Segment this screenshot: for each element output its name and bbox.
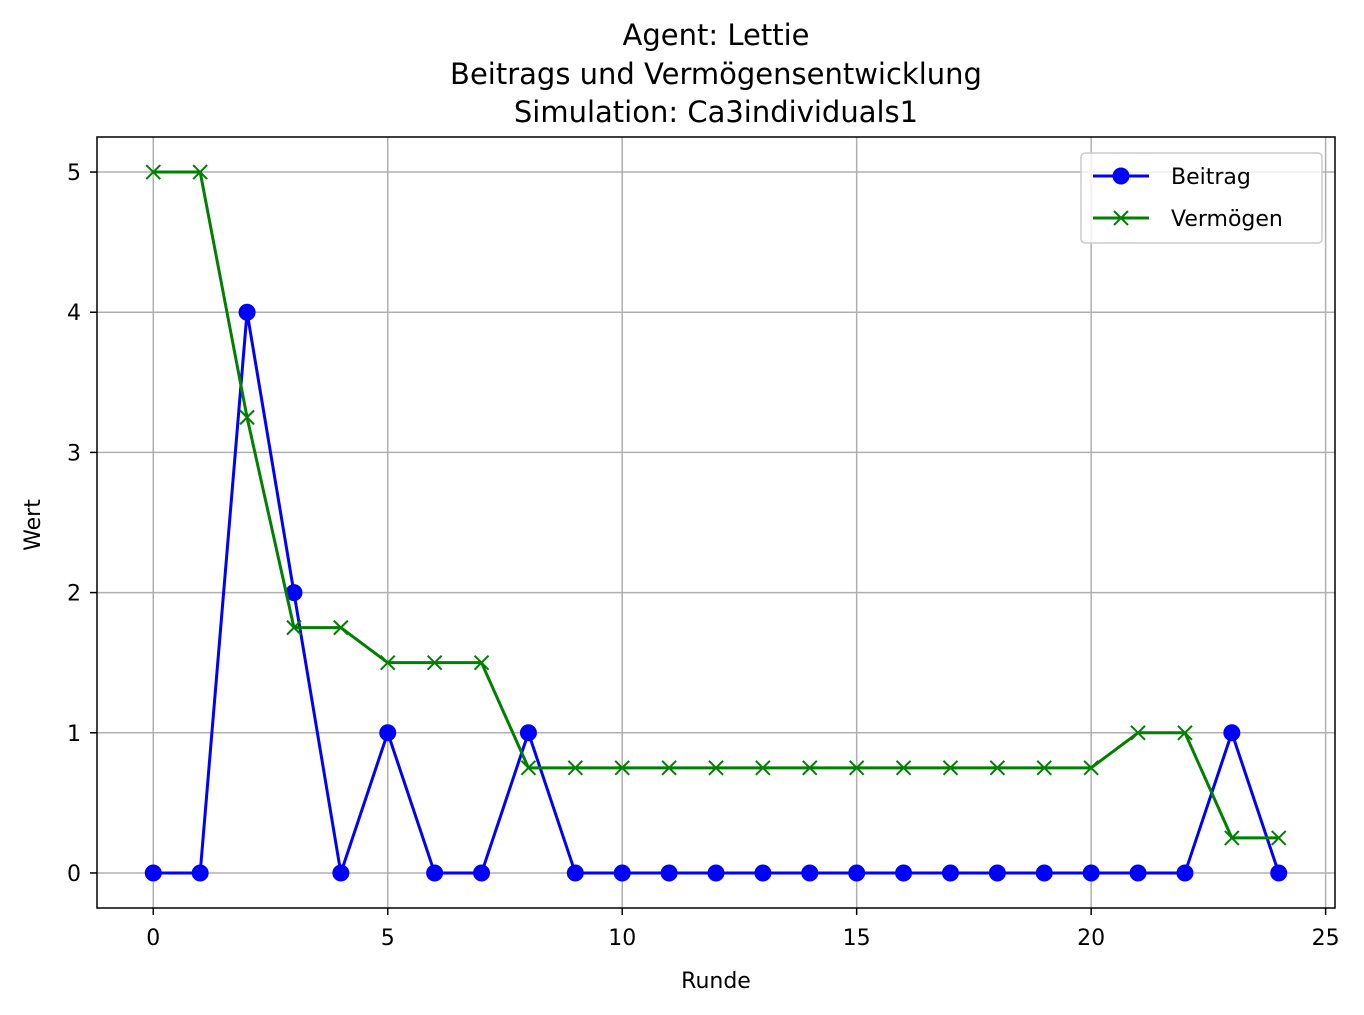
y-tick-label: 3 <box>67 441 81 466</box>
y-tick-label: 2 <box>67 582 81 607</box>
vermoegen-point <box>192 164 208 180</box>
beitrag-point <box>473 864 491 882</box>
beitrag-point <box>754 864 772 882</box>
vermoegen-point <box>286 619 302 636</box>
x-tick-label: 15 <box>843 926 871 951</box>
vermoegen-point <box>614 760 630 776</box>
beitrag-point <box>660 864 678 882</box>
vermoegen-point <box>380 654 396 671</box>
vermoegen-point <box>520 760 537 776</box>
y-tick-label: 0 <box>67 862 81 887</box>
x-axis-label: Runde <box>681 969 751 994</box>
beitrag-point <box>379 724 397 742</box>
plot-series <box>144 164 1288 882</box>
vermoegen-point <box>708 760 724 776</box>
chart-title-line-1: Agent: Lettie <box>623 18 810 52</box>
vermoegen-point <box>802 760 818 776</box>
beitrag-point <box>988 864 1006 882</box>
x-tick-label: 20 <box>1077 926 1105 951</box>
legend: Beitrag Vermögen <box>1080 152 1323 244</box>
beitrag-point <box>1082 864 1100 882</box>
vermoegen-point <box>1177 725 1193 741</box>
vermoegen-series <box>145 164 1287 846</box>
x-tick-label: 25 <box>1312 926 1340 951</box>
vermoegen-point <box>1036 760 1052 776</box>
vermoegen-point <box>333 619 349 636</box>
beitrag-point <box>426 864 444 882</box>
vermoegen-point <box>1083 760 1099 776</box>
y-tick-label: 5 <box>67 161 81 186</box>
x-tick-label: 5 <box>381 926 395 951</box>
vermoegen-point <box>755 760 771 776</box>
beitrag-point <box>1270 864 1288 882</box>
legend-vermoegen-point <box>1113 210 1129 226</box>
vermoegen-point <box>1271 830 1287 846</box>
grid-lines <box>97 137 1335 908</box>
beitrag-point <box>707 864 725 882</box>
plot-frame <box>96 136 1336 909</box>
vermoegen-point <box>1130 725 1146 741</box>
vermoegen-point <box>567 760 584 776</box>
vermoegen-point <box>848 760 865 776</box>
beitrag-point <box>144 864 162 882</box>
x-tick-label: 0 <box>146 926 160 951</box>
beitrag-point <box>519 724 537 742</box>
beitrag-point <box>1035 864 1053 882</box>
beitrag-point <box>1129 864 1147 882</box>
vermoegen-point <box>239 409 255 426</box>
legend-beitrag-label: Beitrag <box>1171 165 1251 190</box>
vermoegen-point <box>426 654 443 671</box>
vermoegen-point <box>895 760 912 776</box>
axis-ticks: 0 5 10 15 20 25 0 1 2 3 4 5 <box>67 161 1340 951</box>
y-tick-label: 1 <box>67 722 81 747</box>
beitrag-series <box>144 303 1288 882</box>
vermoegen-point <box>989 760 1006 776</box>
x-tick-label: 10 <box>608 926 636 951</box>
vermoegen-point <box>145 164 161 180</box>
legend-beitrag-point <box>1112 167 1130 185</box>
chart-title-line-3: Simulation: Ca3individuals1 <box>514 95 918 129</box>
beitrag-point <box>566 864 584 882</box>
beitrag-point <box>191 864 209 882</box>
beitrag-point <box>613 864 631 882</box>
vermoegen-point <box>1224 830 1240 846</box>
vermoegen-point <box>661 760 677 776</box>
y-axis-label: Wert <box>21 499 46 551</box>
vermoegen-point <box>942 760 959 776</box>
beitrag-point <box>238 303 256 321</box>
beitrag-point <box>848 864 866 882</box>
beitrag-point <box>941 864 959 882</box>
legend-vermoegen-label: Vermögen <box>1171 207 1283 232</box>
y-tick-label: 4 <box>67 301 81 326</box>
beitrag-point <box>895 864 913 882</box>
beitrag-point <box>1223 724 1241 742</box>
beitrag-point <box>1176 864 1194 882</box>
beitrag-point <box>801 864 819 882</box>
chart-title-line-2: Beitrags und Vermögensentwicklung <box>450 57 982 91</box>
beitrag-point <box>332 864 350 882</box>
vermoegen-point <box>473 654 490 671</box>
